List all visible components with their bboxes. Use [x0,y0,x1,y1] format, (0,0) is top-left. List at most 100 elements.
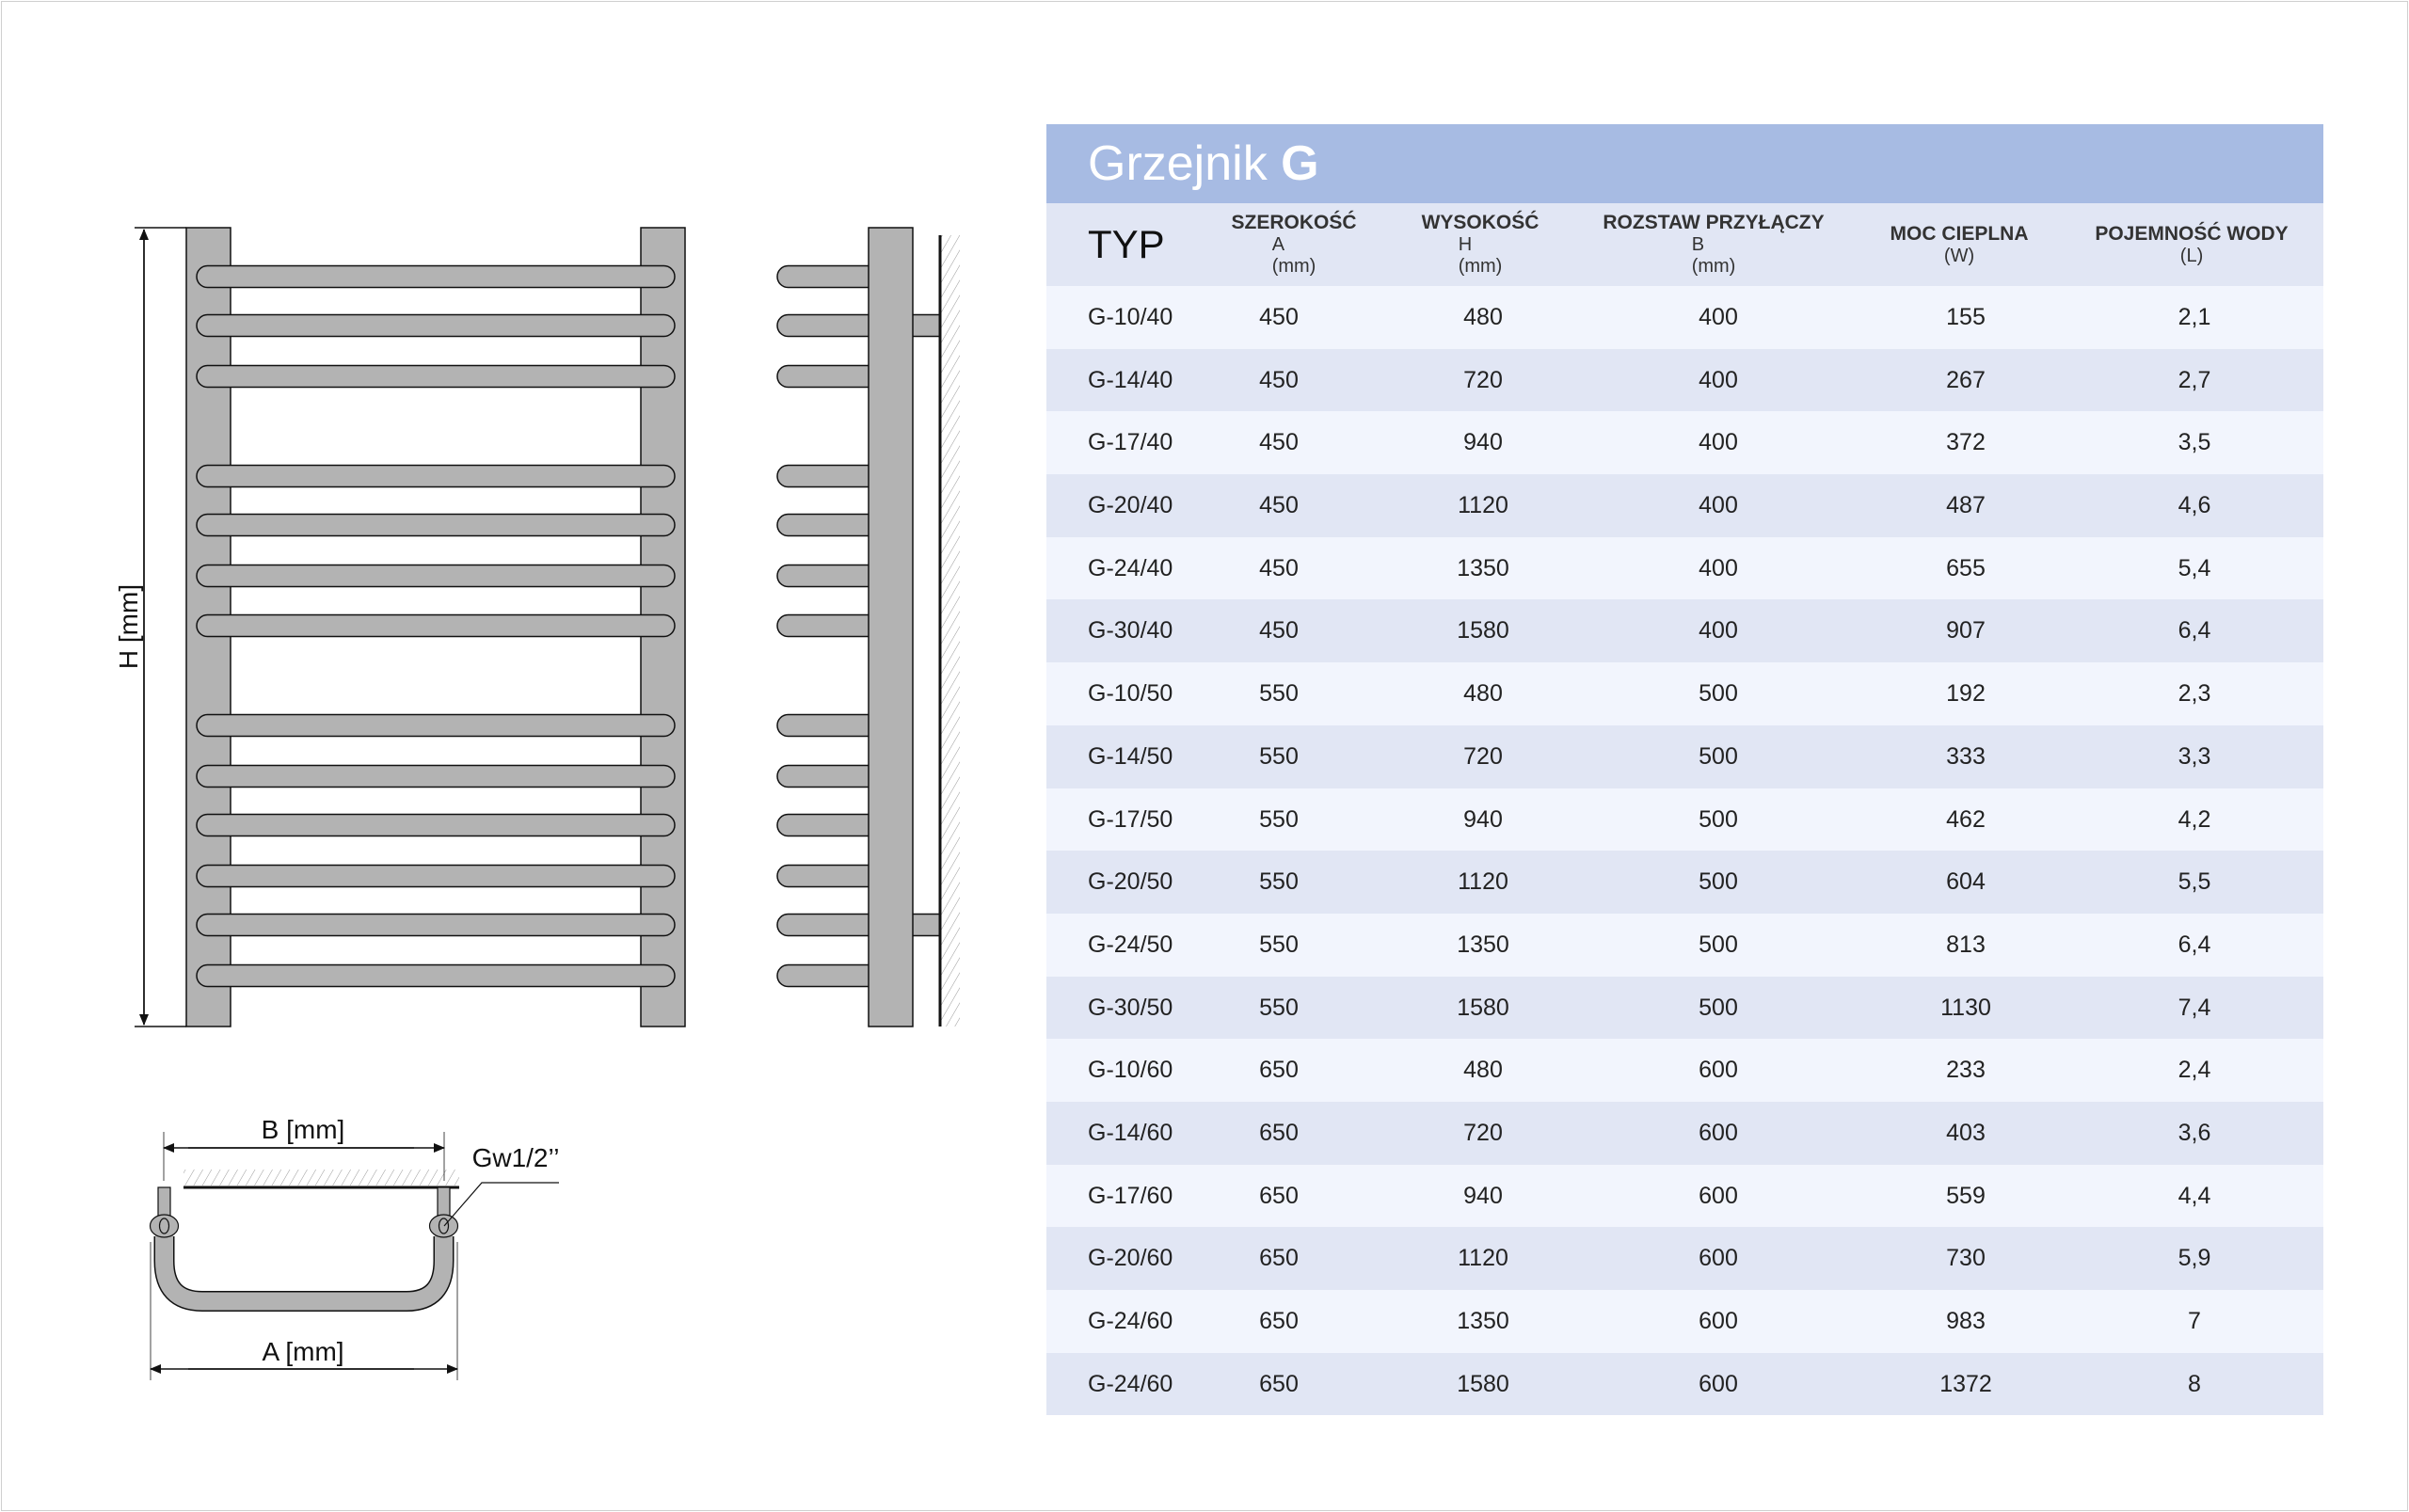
cell-spacing: 600 [1699,1245,1738,1272]
cell-power: 403 [1946,1119,1986,1146]
cell-power: 333 [1946,742,1986,770]
header-unit: B (mm) [1691,234,1736,277]
cell-width: 450 [1259,617,1299,645]
table-row: G-24/60 650 1350 600 983 7 [1046,1290,2323,1353]
cell-power: 1130 [1940,994,1991,1021]
table-title: Grzejnik G [1046,124,2323,203]
cell-capacity: 4,4 [2178,1182,2211,1209]
cell-type: G-14/60 [1088,1119,1173,1146]
side-column [868,227,914,1027]
rail [196,963,676,988]
cell-type: G-10/50 [1088,680,1173,708]
cell-width: 450 [1259,554,1299,581]
cell-type: G-14/50 [1088,742,1173,770]
cell-width: 450 [1259,304,1299,330]
table-row: G-17/60 650 940 600 559 4,4 [1046,1164,2323,1228]
table-row: G-20/40 450 1120 400 487 4,6 [1046,474,2323,537]
cell-width: 450 [1259,429,1299,456]
cell-height: 940 [1463,1182,1503,1209]
cell-capacity: 2,4 [2178,1057,2211,1084]
table-row: G-20/60 650 1120 600 730 5,9 [1046,1227,2323,1290]
cell-capacity: 2,7 [2178,366,2211,393]
cell-spacing: 400 [1699,304,1738,330]
rail [196,813,676,837]
top-view: B [mm] A [mm] Gw1/2’’ [149,1115,559,1380]
cell-type: G-14/40 [1088,366,1173,393]
cell-spacing: 400 [1699,492,1738,519]
cell-spacing: 500 [1699,994,1738,1021]
rail-end [776,364,882,389]
rail [196,564,676,588]
cell-power: 1372 [1939,1370,1992,1397]
cell-power: 655 [1946,554,1986,581]
cell-capacity: 6,4 [2178,931,2211,958]
table-body: G-10/40 450 480 400 155 2,1 G-14/40 450 720 400 26… [1046,286,2323,1416]
rail [196,713,676,738]
cell-spacing: 400 [1699,366,1738,393]
cell-power: 907 [1946,617,1986,645]
cell-width: 550 [1259,680,1299,708]
header-label: WYSOKOŚĆ [1421,212,1540,233]
cell-width: 550 [1259,994,1299,1021]
cell-height: 720 [1463,366,1503,393]
cell-spacing: 500 [1699,931,1738,958]
cell-capacity: 2,3 [2178,680,2211,708]
cell-spacing: 600 [1699,1308,1738,1334]
cell-width: 650 [1259,1119,1299,1146]
table-row: G-24/50 550 1350 500 813 6,4 [1046,913,2323,977]
table-row: G-30/40 450 1580 400 907 6,4 [1046,599,2323,663]
header-unit: H (mm) [1458,234,1503,277]
cell-type: G-30/40 [1088,617,1173,645]
cell-power: 462 [1946,805,1986,833]
rail [196,864,676,888]
rail-end [776,464,882,488]
cell-width: 550 [1259,805,1299,833]
cell-capacity: 3,5 [2178,429,2211,456]
cell-type: G-24/60 [1088,1308,1173,1334]
cell-height: 480 [1463,1057,1503,1084]
cell-width: 650 [1259,1057,1299,1084]
table-row: G-14/60 650 720 600 403 3,6 [1046,1101,2323,1165]
cell-height: 1120 [1458,1245,1508,1272]
cell-spacing: 500 [1699,742,1738,770]
cell-type: G-24/60 [1088,1370,1173,1397]
cell-type: G-24/40 [1088,554,1173,581]
rail-end [776,513,882,537]
height-label: H [mm] [114,584,143,669]
rail-end [776,713,882,738]
cell-height: 1350 [1457,931,1509,958]
rail-end [776,963,882,988]
title-prefix: Grzejnik [1088,136,1268,191]
width-label: A [mm] [262,1337,343,1366]
rail [196,613,676,638]
cell-height: 1120 [1458,868,1508,896]
rail [196,513,676,537]
cell-type: G-17/60 [1088,1182,1173,1209]
cell-spacing: 400 [1699,617,1738,645]
cell-spacing: 600 [1699,1182,1738,1209]
cell-spacing: 600 [1699,1057,1738,1084]
cell-type: G-10/60 [1088,1057,1173,1084]
table-row: G-24/60 650 1580 600 1372 8 [1046,1352,2323,1416]
cell-type: G-17/40 [1088,429,1173,456]
header-unit: A (mm) [1271,234,1316,277]
rail-end [776,613,882,638]
cell-capacity: 5,9 [2178,1245,2211,1272]
table-row: G-10/60 650 480 600 233 2,4 [1046,1039,2323,1102]
rail-end [776,813,882,837]
header-typ: TYP [1088,222,1165,266]
cell-power: 730 [1946,1245,1986,1272]
table-row: G-17/40 450 940 400 372 3,5 [1046,411,2323,475]
rail [196,913,676,937]
cell-power: 487 [1946,492,1986,519]
rail [196,313,676,338]
rail-end [776,864,882,888]
table-row: G-10/50 550 480 500 192 2,3 [1046,662,2323,725]
cell-type: G-20/40 [1088,492,1173,519]
cell-power: 604 [1946,868,1986,896]
cell-power: 559 [1946,1182,1986,1209]
cell-power: 155 [1946,304,1986,330]
height-dimension: H [mm] [114,227,186,1027]
cell-height: 1350 [1457,554,1509,581]
